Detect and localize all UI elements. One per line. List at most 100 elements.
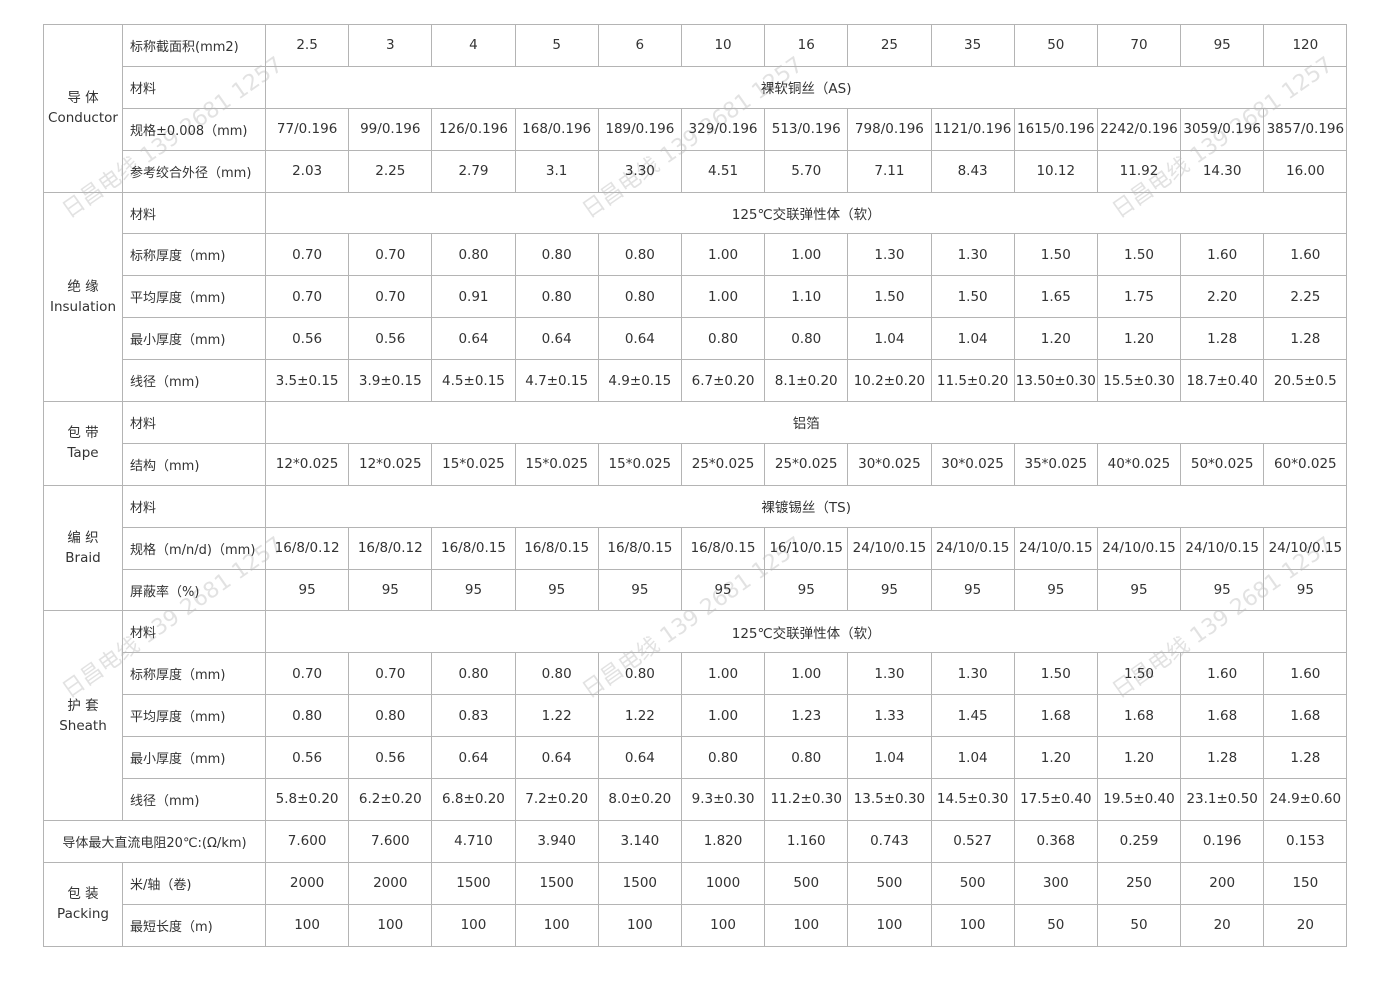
value-cell: 1.68 xyxy=(1096,694,1182,738)
value-cell: 7.11 xyxy=(847,149,932,193)
table-row: 编 织 Braid 材料 裸镀锡丝（TS) xyxy=(43,484,1348,612)
value-cell: 12*0.025 xyxy=(348,442,433,486)
value-cell: 500 xyxy=(847,861,932,905)
value-cell: 1.20 xyxy=(1096,736,1182,780)
group-name-cn: 编 织 xyxy=(67,530,99,547)
value-cell: 3.30 xyxy=(597,149,682,193)
value-cell: 30*0.025 xyxy=(847,442,932,486)
size-header-cell: 4 xyxy=(431,24,516,67)
value-cell: 7.600 xyxy=(264,819,350,863)
value-cell: 500 xyxy=(930,861,1015,905)
value-cell: 7.600 xyxy=(348,819,433,863)
value-cell: 300 xyxy=(1013,861,1098,905)
value-cell: 6.7±0.20 xyxy=(680,359,766,403)
value-cell: 1500 xyxy=(514,861,599,905)
value-cell: 95 xyxy=(1180,568,1265,612)
size-header-cell: 6 xyxy=(597,24,682,67)
table-row: 材料 裸软铜丝（AS) xyxy=(44,65,1348,109)
value-cell: 1.160 xyxy=(764,819,849,863)
table-row: 最短长度（m) 100 100 100 100 100 100 100 100 100 50 50 20… xyxy=(44,903,1348,947)
row-label: 标称厚度（mm) xyxy=(122,652,266,696)
value-cell: 95 xyxy=(1096,568,1182,612)
value-cell: 8.1±0.20 xyxy=(764,359,849,403)
group-name-en: Tape xyxy=(67,445,99,462)
value-cell: 77/0.196 xyxy=(264,107,350,151)
row-label: 材料 xyxy=(122,191,266,235)
value-cell: 0.80 xyxy=(431,233,516,277)
value-cell: 1.60 xyxy=(1180,233,1265,277)
value-cell: 1121/0.196 xyxy=(930,107,1015,151)
value-cell: 1.20 xyxy=(1013,736,1098,780)
value-cell: 0.196 xyxy=(1180,819,1265,863)
group-name-en: Sheath xyxy=(59,717,107,734)
value-cell: 16/8/0.15 xyxy=(431,526,516,570)
value-cell: 16/8/0.15 xyxy=(680,526,766,570)
value-cell: 2000 xyxy=(264,861,350,905)
row-label: 最短长度（m) xyxy=(122,903,266,947)
value-cell: 1.00 xyxy=(764,652,849,696)
value-cell: 23.1±0.50 xyxy=(1180,778,1265,821)
value-cell: 17.5±0.40 xyxy=(1013,778,1098,821)
value-cell: 1.22 xyxy=(514,694,599,738)
table-row: 护 套 Sheath 材料 125℃交联弹性体（软） xyxy=(43,610,1348,821)
value-cell: 3.5±0.15 xyxy=(264,359,350,403)
table-row: 包 带 Tape 材料 铝箔 xyxy=(43,401,1348,486)
row-label: 标称截面积(mm2) xyxy=(122,24,266,67)
value-cell: 30*0.025 xyxy=(930,442,1015,486)
table-row: 结构（mm) 12*0.025 12*0.025 15*0.025 15*0.025 15… xyxy=(44,442,1348,486)
value-cell: 13.50±0.30 xyxy=(1013,359,1098,403)
value-cell: 0.56 xyxy=(264,317,350,361)
value-cell: 8.43 xyxy=(930,149,1015,193)
value-cell: 1000 xyxy=(680,861,766,905)
value-cell: 100 xyxy=(264,903,350,947)
value-cell: 11.92 xyxy=(1096,149,1182,193)
value-cell: 1.10 xyxy=(764,275,849,319)
material-cell: 125℃交联弹性体（软） xyxy=(264,610,1348,654)
value-cell: 1.50 xyxy=(847,275,932,319)
value-cell: 0.743 xyxy=(847,819,932,863)
value-cell: 100 xyxy=(680,903,766,947)
value-cell: 0.56 xyxy=(348,736,433,780)
value-cell: 24/10/0.15 xyxy=(1263,526,1348,570)
row-label: 材料 xyxy=(122,484,266,528)
value-cell: 6.8±0.20 xyxy=(431,778,516,821)
value-cell: 189/0.196 xyxy=(597,107,682,151)
value-cell: 1.33 xyxy=(847,694,932,738)
value-cell: 15.5±0.30 xyxy=(1096,359,1182,403)
value-cell: 3857/0.196 xyxy=(1263,107,1348,151)
value-cell: 8.0±0.20 xyxy=(597,778,682,821)
value-cell: 1.68 xyxy=(1180,694,1265,738)
value-cell: 0.64 xyxy=(431,317,516,361)
size-header-cell: 10 xyxy=(680,24,766,67)
size-header-cell: 70 xyxy=(1096,24,1182,67)
value-cell: 1.68 xyxy=(1013,694,1098,738)
table-row: 包 装 Packing 米/轴（卷) 2000 2000 1500 1500 1500 1000… xyxy=(43,861,1348,947)
value-cell: 25*0.025 xyxy=(680,442,766,486)
value-cell: 0.259 xyxy=(1096,819,1182,863)
value-cell: 16/8/0.12 xyxy=(348,526,433,570)
value-cell: 100 xyxy=(764,903,849,947)
value-cell: 100 xyxy=(847,903,932,947)
value-cell: 1.00 xyxy=(764,233,849,277)
size-header-cell: 35 xyxy=(930,24,1015,67)
value-cell: 9.3±0.30 xyxy=(680,778,766,821)
value-cell: 1.50 xyxy=(1013,233,1098,277)
value-cell: 1.50 xyxy=(1013,652,1098,696)
value-cell: 0.80 xyxy=(597,233,682,277)
row-label: 材料 xyxy=(122,610,266,654)
value-cell: 4.710 xyxy=(431,819,516,863)
value-cell: 100 xyxy=(348,903,433,947)
value-cell: 798/0.196 xyxy=(847,107,932,151)
value-cell: 19.5±0.40 xyxy=(1096,778,1182,821)
value-cell: 95 xyxy=(431,568,516,612)
value-cell: 2.03 xyxy=(264,149,350,193)
resistance-label: 导体最大直流电阻20℃:(Ω/km) xyxy=(43,819,266,863)
group-insulation: 绝 缘 Insulation xyxy=(43,191,123,403)
row-label: 参考绞合外径（mm) xyxy=(122,149,266,193)
size-header-cell: 120 xyxy=(1263,24,1348,67)
group-name-cn: 导 体 xyxy=(67,90,99,107)
value-cell: 4.5±0.15 xyxy=(431,359,516,403)
cable-spec-table: 导 体 Conductor 标称截面积(mm2) 2.5 3 4 5 6 10 16 25 35 50 7… xyxy=(43,24,1348,947)
table-row: 规格（m/n/d)（mm) 16/8/0.12 16/8/0.12 16/8/0.15… xyxy=(44,526,1348,570)
value-cell: 0.80 xyxy=(348,694,433,738)
